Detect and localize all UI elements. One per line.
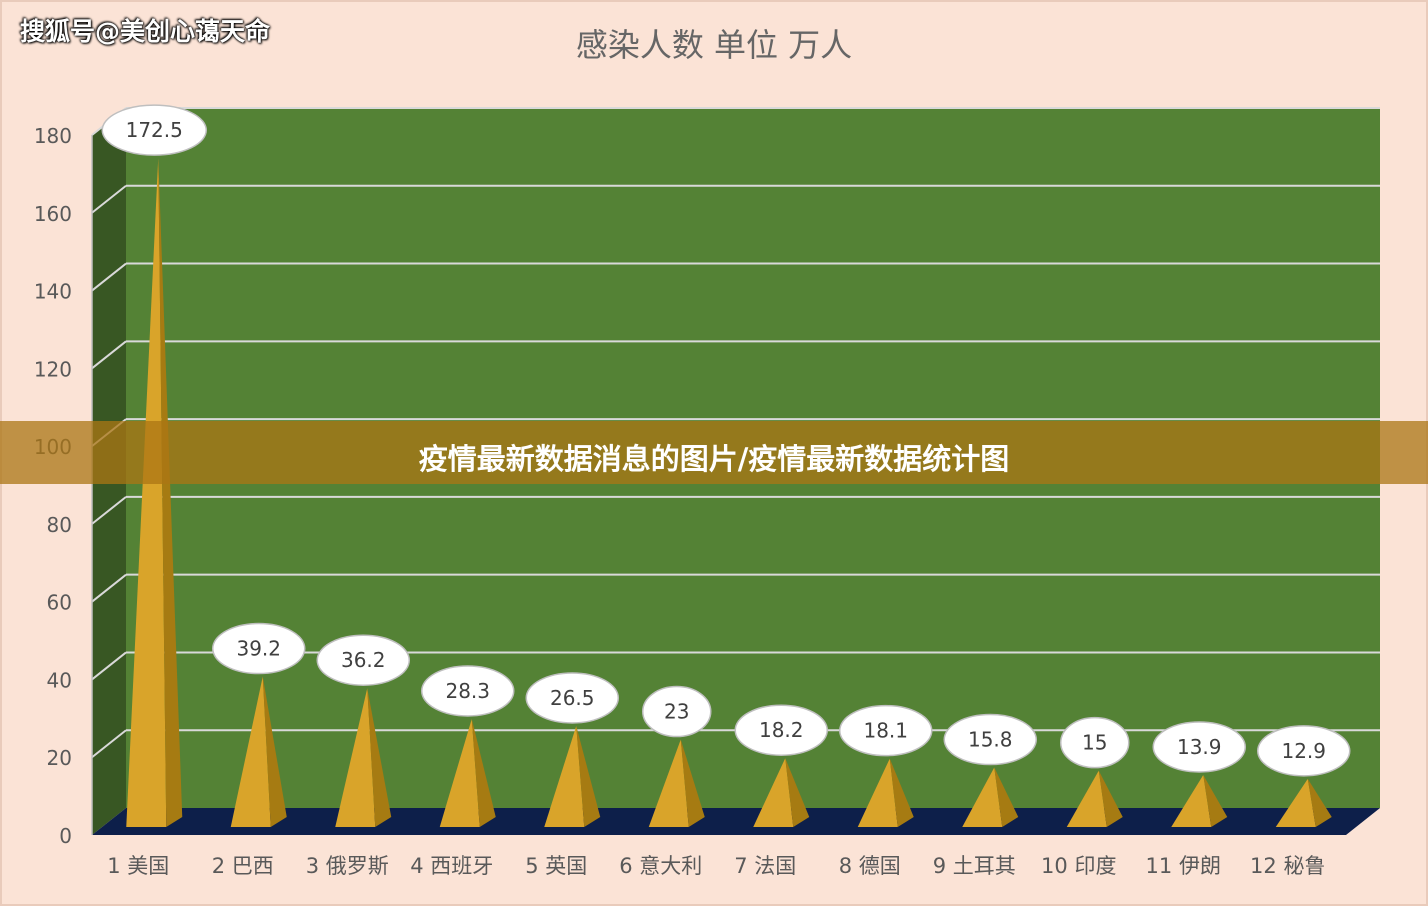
x-tick-label: 7 法国 (734, 854, 796, 878)
x-tick-label: 10 印度 (1041, 854, 1116, 878)
bar (962, 767, 1003, 827)
data-label-bubble (943, 713, 1037, 766)
bar (544, 725, 585, 827)
x-tick-label: 11 伊朗 (1146, 854, 1221, 878)
bar (335, 688, 376, 827)
x-tick-label: 3 俄罗斯 (306, 854, 389, 878)
gridline-side (91, 651, 127, 681)
data-label: 26.5 (550, 686, 595, 710)
bar (648, 739, 689, 827)
bar-shade (785, 758, 810, 827)
gridline-side (91, 729, 127, 759)
x-tick-label: 2 巴西 (212, 854, 274, 878)
bar (126, 158, 167, 827)
data-label: 28.3 (445, 679, 490, 703)
y-tick-label: 140 (34, 280, 72, 304)
data-label-bubble (525, 672, 619, 724)
y-tick-label: 60 (47, 591, 72, 615)
x-tick-label: 12 秘鲁 (1250, 854, 1325, 878)
bar-shade (1203, 774, 1228, 827)
data-label-bubble (212, 622, 306, 675)
bar-shade (1307, 778, 1332, 827)
data-label-bubble (734, 704, 828, 756)
bar-shade (680, 739, 705, 827)
data-label: 18.2 (759, 718, 804, 742)
banner-title: 疫情最新数据消息的图片/疫情最新数据统计图 (418, 442, 1010, 476)
y-tick-label: 160 (34, 202, 72, 226)
data-label: 36.2 (341, 648, 386, 672)
bar-shade (576, 725, 601, 827)
data-label-bubble (421, 665, 515, 717)
data-label: 39.2 (236, 637, 281, 661)
bar-shade (158, 158, 183, 827)
x-tick-label: 9 土耳其 (933, 854, 1016, 878)
data-label-bubble (101, 104, 207, 156)
data-label-bubble (1060, 716, 1130, 769)
bar-shade (889, 758, 914, 827)
data-label: 18.1 (863, 719, 908, 743)
bar-shade (367, 688, 392, 827)
x-tick-label: 4 西班牙 (410, 854, 493, 878)
x-tick-label: 1 美国 (107, 854, 169, 878)
gridline-side (91, 340, 127, 370)
y-tick-label: 40 (47, 668, 72, 692)
x-tick-label: 5 英国 (525, 854, 587, 878)
gridline-side (91, 496, 127, 525)
data-label: 172.5 (126, 118, 183, 142)
x-tick-label: 8 德国 (839, 854, 901, 878)
watermark-text: 搜狐号@美创心蔼天命 (20, 17, 271, 46)
bar (753, 758, 794, 827)
data-label-bubble (642, 685, 712, 738)
bar-shade (1098, 770, 1123, 827)
data-label: 23 (664, 700, 689, 724)
data-label: 15 (1082, 731, 1107, 755)
floor (92, 808, 1380, 835)
chart-title: 感染人数 单位 万人 (575, 26, 853, 64)
gridline-side (91, 573, 127, 603)
x-tick-label: 6 意大利 (619, 854, 702, 878)
data-label: 13.9 (1177, 735, 1222, 759)
bar-shade (471, 718, 496, 827)
bar-shade (994, 767, 1019, 827)
overlay-banner (0, 421, 1428, 484)
bar (230, 676, 271, 827)
y-tick-label: 120 (34, 357, 72, 381)
data-label-bubble (1257, 725, 1351, 777)
bar (857, 758, 898, 827)
data-label-bubble (839, 704, 933, 757)
bar (439, 718, 480, 827)
data-label: 12.9 (1281, 739, 1326, 763)
data-label: 15.8 (968, 728, 1013, 752)
y-tick-label: 180 (34, 124, 72, 148)
bar-shade (262, 676, 287, 827)
gridline-side (91, 262, 127, 292)
bar (1275, 778, 1316, 827)
data-label-bubble (1152, 721, 1246, 773)
bar (1066, 770, 1107, 827)
y-tick-label: 80 (47, 513, 72, 537)
data-label-bubble (316, 634, 410, 686)
y-tick-label: 20 (47, 746, 72, 770)
y-tick-label: 0 (59, 824, 72, 848)
gridline-side (91, 184, 127, 214)
bar (1171, 774, 1212, 827)
